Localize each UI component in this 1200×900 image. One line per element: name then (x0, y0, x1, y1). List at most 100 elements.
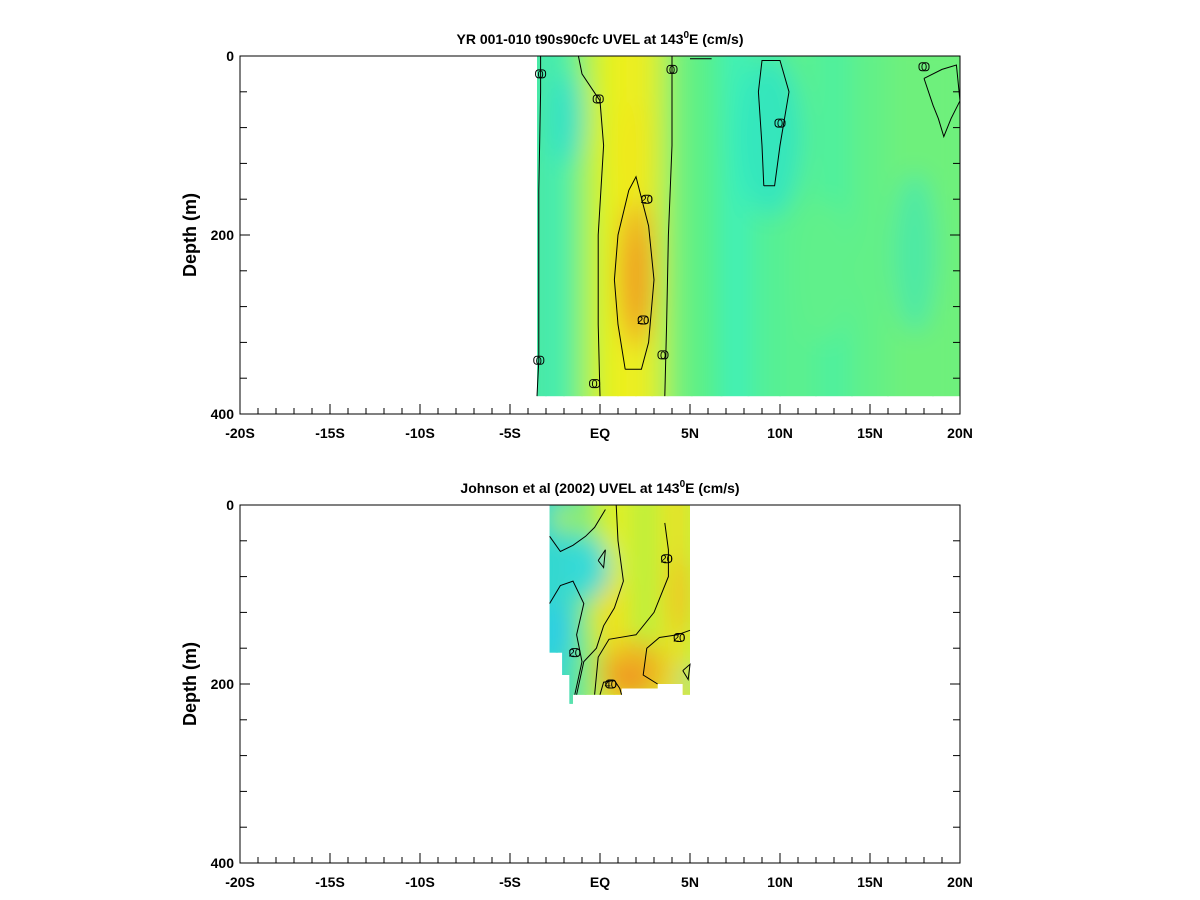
color-field (549, 505, 690, 704)
contour-lines: 20 20 20 40 (549, 505, 691, 695)
contour-0 (682, 663, 691, 682)
contour-label-box (592, 94, 604, 104)
contour-0 (757, 60, 790, 187)
contour-label: 40 (605, 679, 617, 691)
contour-label-text: 20 (673, 632, 685, 644)
y-tick-label: 0 (226, 48, 234, 64)
contour-label-text: 0 (538, 69, 544, 81)
field-blob (625, 230, 647, 329)
x-tick-label: -5S (499, 425, 521, 441)
x-tick-label: 5N (681, 425, 699, 441)
x-tick-label: -20S (225, 425, 255, 441)
field-blob (549, 505, 579, 532)
field-band-soft (933, 56, 960, 397)
chart-title: YR 001-010 t90s90cfc UVEL at 1430E (cm/s… (456, 30, 743, 47)
contour-label-text: 0 (921, 62, 927, 74)
x-tick-label: 10N (767, 874, 793, 890)
field-blob (549, 598, 570, 662)
x-tick-label: -10S (405, 874, 435, 890)
title-superscript: 0 (683, 30, 689, 41)
field-blob (612, 100, 653, 209)
contour-label: 0 (535, 69, 547, 81)
contour-label: 20 (641, 194, 653, 206)
contour-label: 0 (589, 379, 601, 391)
x-tick-label: 20N (947, 425, 973, 441)
contour-label: 0 (666, 64, 678, 76)
contour-label-text: 20 (660, 554, 672, 566)
field-blob (564, 536, 611, 599)
contour-label-text: 0 (592, 379, 598, 391)
field-band-soft (667, 56, 692, 397)
contour-0 (577, 56, 605, 397)
contour-20 (613, 175, 655, 370)
field-blob (551, 73, 584, 164)
field-band-soft (582, 56, 600, 397)
contour-label: 20 (569, 648, 581, 660)
x-tick-label: EQ (590, 425, 610, 441)
contour-label-box (918, 62, 930, 72)
field-band-soft (556, 505, 572, 704)
contour-label-box (637, 315, 649, 325)
contour-label-box (666, 64, 678, 74)
field-inner (537, 56, 960, 397)
contour-0 (536, 56, 542, 397)
contour-label-text: 20 (569, 648, 581, 660)
field-blob (893, 172, 937, 334)
contour-label: 20 (660, 554, 672, 566)
x-tick-label: 15N (857, 874, 883, 890)
contour-0 (923, 64, 960, 139)
field-band-soft (537, 56, 546, 397)
contour-label-box (774, 118, 786, 128)
contour-0 (549, 580, 585, 695)
contour-label: 0 (918, 62, 930, 74)
contour-label-text: 0 (669, 64, 675, 76)
y-axis-label: Depth (m) (180, 642, 200, 726)
contour-label: 20 (673, 632, 685, 644)
contour-label-box (605, 679, 617, 689)
ticks (239, 55, 961, 415)
contour-20 (642, 629, 691, 685)
chart-title: Johnson et al (2002) UVEL at 1430E (cm/s… (460, 479, 739, 496)
contour-label-box (673, 632, 685, 642)
contour-label: 0 (657, 350, 669, 362)
field-blob (738, 56, 804, 218)
field-blend (549, 505, 690, 704)
field-inner (549, 505, 690, 704)
contour-0 (597, 549, 606, 569)
y-axis-label: Depth (m) (180, 193, 200, 277)
y-tick-label: 200 (211, 676, 235, 692)
contour-label-box (535, 69, 547, 79)
contour-0 (549, 509, 606, 553)
contour-label-box (589, 379, 601, 389)
contour-label-box (661, 554, 673, 564)
ticks (239, 504, 961, 864)
contour-lines: 0 0 0 0 0 0 0 0 20 20 (533, 56, 960, 397)
title-tail: E (cm/s) (685, 480, 739, 496)
contour-label: 0 (533, 355, 545, 367)
contour-0 (664, 56, 673, 397)
title-superscript: 0 (680, 479, 686, 490)
title-main: YR 001-010 t90s90cfc UVEL at 143 (456, 31, 683, 47)
x-tick-label: -15S (315, 874, 345, 890)
contour-label: 20 (637, 315, 649, 327)
title-main: Johnson et al (2002) UVEL at 143 (460, 480, 679, 496)
contour-label-text: 0 (595, 94, 601, 106)
contour-label-text: 20 (637, 315, 649, 327)
field-band-soft (691, 56, 722, 397)
contour-label: 0 (592, 94, 604, 106)
bottom-panel: 20 20 20 40 -20S -15S -10S -5S EQ 5N 10N 15N 20N 0 200… (180, 479, 973, 890)
field-blob (610, 663, 647, 696)
x-tick-label: -15S (315, 425, 345, 441)
field-blob (668, 554, 690, 635)
contour-label-text: 20 (641, 194, 653, 206)
contour-label-box (533, 355, 545, 365)
y-tick-label: 200 (211, 227, 235, 243)
y-tick-label: 400 (211, 855, 235, 871)
x-tick-label: -20S (225, 874, 255, 890)
contour-label-text: 0 (660, 350, 666, 362)
x-tick-label: 15N (857, 425, 883, 441)
field-band-soft (852, 56, 888, 397)
